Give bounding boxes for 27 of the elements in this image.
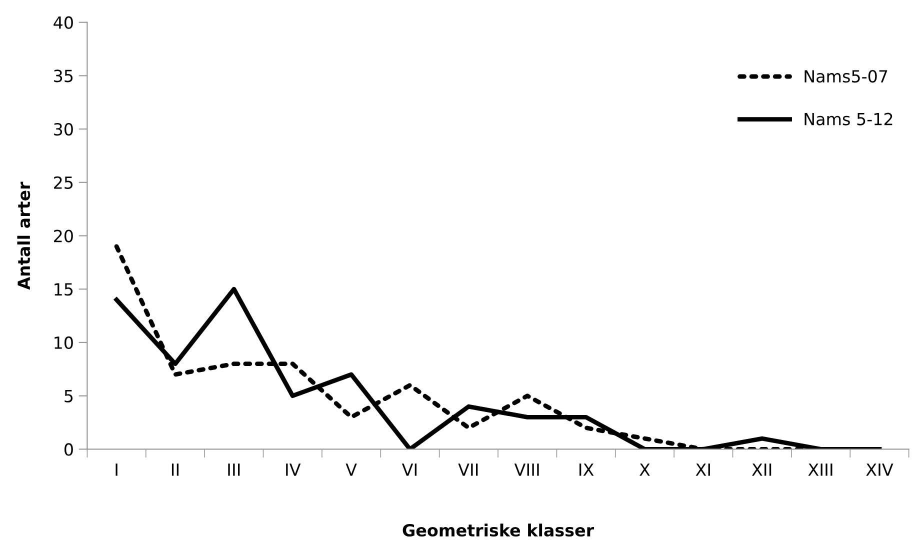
x-tick-label: II [172, 464, 179, 476]
x-tick-label: III [228, 464, 240, 476]
x-tick-label: XI [696, 464, 710, 476]
x-tick-label: X [640, 464, 650, 476]
y-axis-title: Antall arter [17, 182, 30, 290]
y-tick-label: 40 [54, 16, 73, 29]
y-tick-label: 25 [54, 176, 73, 189]
legend-label: Nams 5-12 [804, 112, 892, 126]
legend-label: Nams5-07 [804, 70, 888, 83]
x-tick-label: I [116, 464, 118, 476]
x-tick-label: VI [402, 464, 417, 476]
x-tick-label: XII [752, 464, 772, 476]
y-tick-label: 10 [54, 336, 73, 350]
y-tick-label: 35 [54, 70, 73, 82]
x-axis-title: Geometriske klasser [402, 524, 594, 537]
x-tick-label: IV [286, 464, 301, 476]
x-tick-label: VII [458, 464, 478, 476]
y-tick-label: 20 [54, 230, 73, 242]
y-tick-label: 30 [54, 123, 73, 136]
x-tick-label: XIII [808, 464, 832, 476]
x-tick-label: V [346, 464, 357, 476]
y-tick-label: 0 [64, 443, 73, 456]
y-tick-label: 15 [54, 283, 73, 296]
x-tick-label: XIV [866, 464, 894, 476]
x-tick-label: IX [580, 464, 594, 476]
y-tick-label: 5 [64, 390, 73, 402]
x-tick-label: VIII [514, 464, 539, 476]
